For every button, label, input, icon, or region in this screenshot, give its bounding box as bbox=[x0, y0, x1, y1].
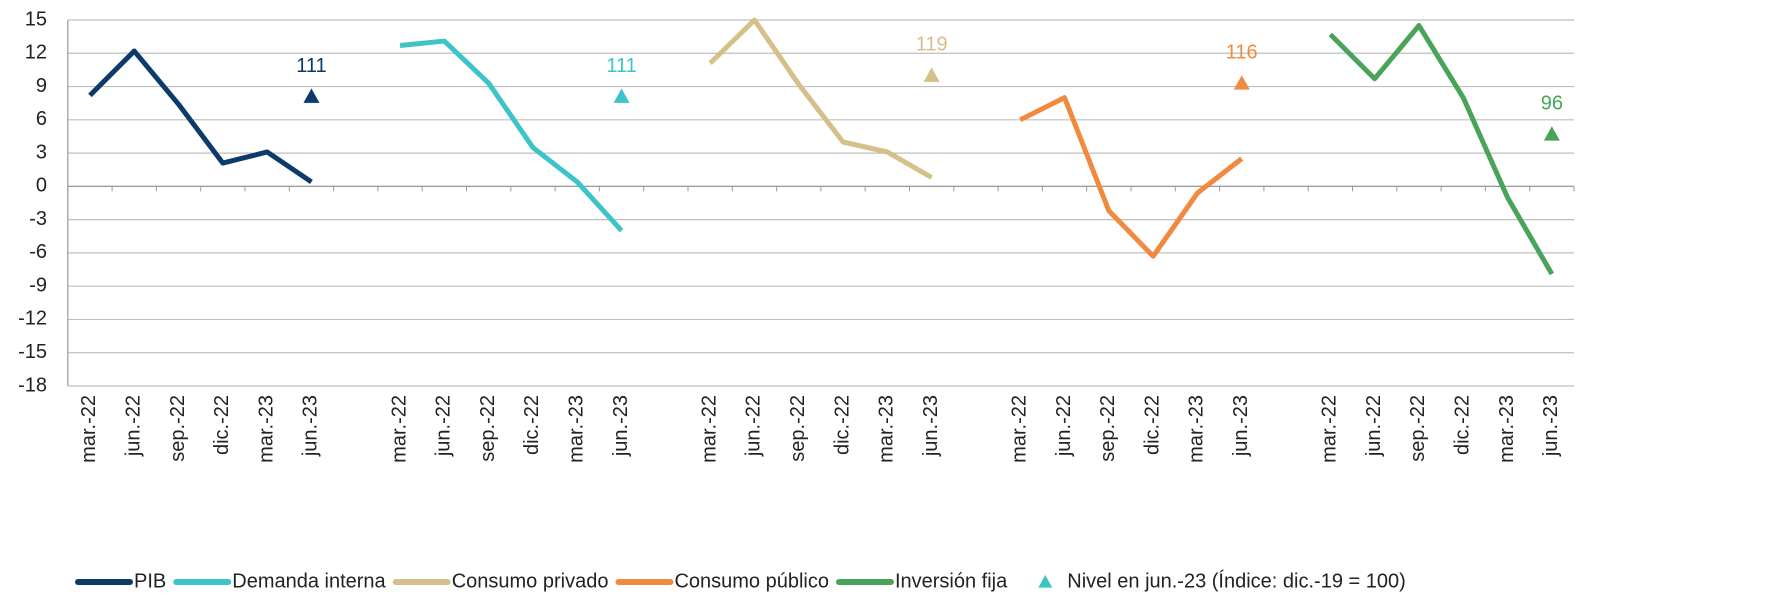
legend-label: PIB bbox=[134, 570, 166, 592]
x-tick-label: mar.-22 bbox=[78, 395, 100, 463]
x-tick-label: mar.-23 bbox=[1186, 395, 1208, 463]
y-tick-label: -9 bbox=[29, 274, 47, 296]
y-tick-label: -12 bbox=[18, 308, 47, 330]
x-tick-label: jun.-23 bbox=[1230, 395, 1252, 457]
series-line bbox=[1328, 23, 1555, 276]
x-tick-label: jun.-22 bbox=[1363, 395, 1385, 457]
marker-triangle bbox=[1543, 126, 1560, 141]
series-line bbox=[399, 38, 624, 233]
series-line bbox=[708, 17, 933, 180]
annotation: 119 bbox=[916, 34, 948, 56]
y-tick-label: 6 bbox=[36, 108, 47, 130]
x-tick-label: jun.-23 bbox=[920, 395, 942, 457]
x-tick-label: mar.-22 bbox=[698, 395, 720, 463]
x-tick-label: sep.-22 bbox=[167, 395, 189, 462]
x-tick-label: dic.-22 bbox=[521, 395, 543, 455]
x-tick-label: mar.-23 bbox=[255, 395, 277, 463]
y-tick-label: -3 bbox=[29, 208, 47, 230]
annotation: 111 bbox=[296, 55, 326, 77]
x-tick-label: jun.-23 bbox=[1540, 395, 1562, 457]
x-tick-label: jun.-22 bbox=[1053, 395, 1075, 457]
x-tick-label: sep.-22 bbox=[1097, 395, 1119, 462]
marker-triangle bbox=[1233, 75, 1250, 90]
x-tick-label: jun.-22 bbox=[743, 395, 765, 457]
x-tick-label: jun.-22 bbox=[123, 395, 145, 457]
legend-swatch bbox=[1038, 575, 1053, 588]
x-tick-label: dic.-22 bbox=[1141, 395, 1163, 455]
legend-item: Demanda interna bbox=[173, 570, 387, 592]
x-tick-label: dic.-22 bbox=[211, 395, 233, 455]
legend-item: Consumo privado bbox=[392, 570, 609, 592]
x-tick-label: dic.-22 bbox=[831, 395, 853, 455]
legend-label: Inversión fija bbox=[895, 570, 1008, 592]
legend-item: Inversión fija bbox=[835, 570, 1008, 592]
x-tick-label: mar.-23 bbox=[566, 395, 588, 463]
x-tick-label: mar.-22 bbox=[1009, 395, 1031, 463]
y-tick-label: 12 bbox=[25, 42, 47, 64]
y-tick-label: 15 bbox=[25, 8, 47, 30]
annotation: 111 bbox=[606, 55, 636, 77]
marker-triangle bbox=[303, 88, 320, 103]
marker-triangle bbox=[613, 88, 630, 103]
y-tick-label: -15 bbox=[18, 341, 47, 363]
y-tick-label: 0 bbox=[36, 175, 47, 197]
legend-label: Demanda interna bbox=[232, 570, 386, 592]
x-tick-label: jun.-23 bbox=[610, 395, 632, 457]
y-tick-label: 3 bbox=[36, 141, 47, 163]
legend-label: Consumo público bbox=[674, 570, 829, 592]
y-tick-label: -6 bbox=[29, 241, 47, 263]
x-tick-label: sep.-22 bbox=[477, 395, 499, 462]
series-line bbox=[88, 48, 313, 184]
x-tick-label: mar.-22 bbox=[1319, 395, 1341, 463]
legend-label: Consumo privado bbox=[452, 570, 609, 592]
annotation: 96 bbox=[1541, 93, 1563, 115]
y-tick-label: -18 bbox=[18, 374, 47, 396]
y-tick-label: 9 bbox=[36, 75, 47, 97]
x-tick-label: mar.-22 bbox=[388, 395, 410, 463]
annotation: 116 bbox=[1226, 41, 1258, 63]
x-tick-label: sep.-22 bbox=[787, 395, 809, 462]
x-tick-label: dic.-22 bbox=[1452, 395, 1474, 455]
legend-item: Nivel en jun.-23 (Índice: dic.-19 = 100) bbox=[1038, 569, 1406, 592]
legend-item: PIB bbox=[75, 570, 166, 592]
legend-label: Nivel en jun.-23 (Índice: dic.-19 = 100) bbox=[1067, 569, 1406, 592]
x-tick-label: mar.-23 bbox=[876, 395, 898, 463]
legend-item: Consumo público bbox=[615, 570, 829, 592]
marker-triangle bbox=[923, 67, 940, 82]
x-tick-label: jun.-23 bbox=[300, 395, 322, 457]
x-tick-label: mar.-23 bbox=[1496, 395, 1518, 463]
x-tick-label: jun.-22 bbox=[433, 395, 455, 457]
x-tick-label: sep.-22 bbox=[1407, 395, 1429, 462]
series-line bbox=[1019, 95, 1244, 259]
